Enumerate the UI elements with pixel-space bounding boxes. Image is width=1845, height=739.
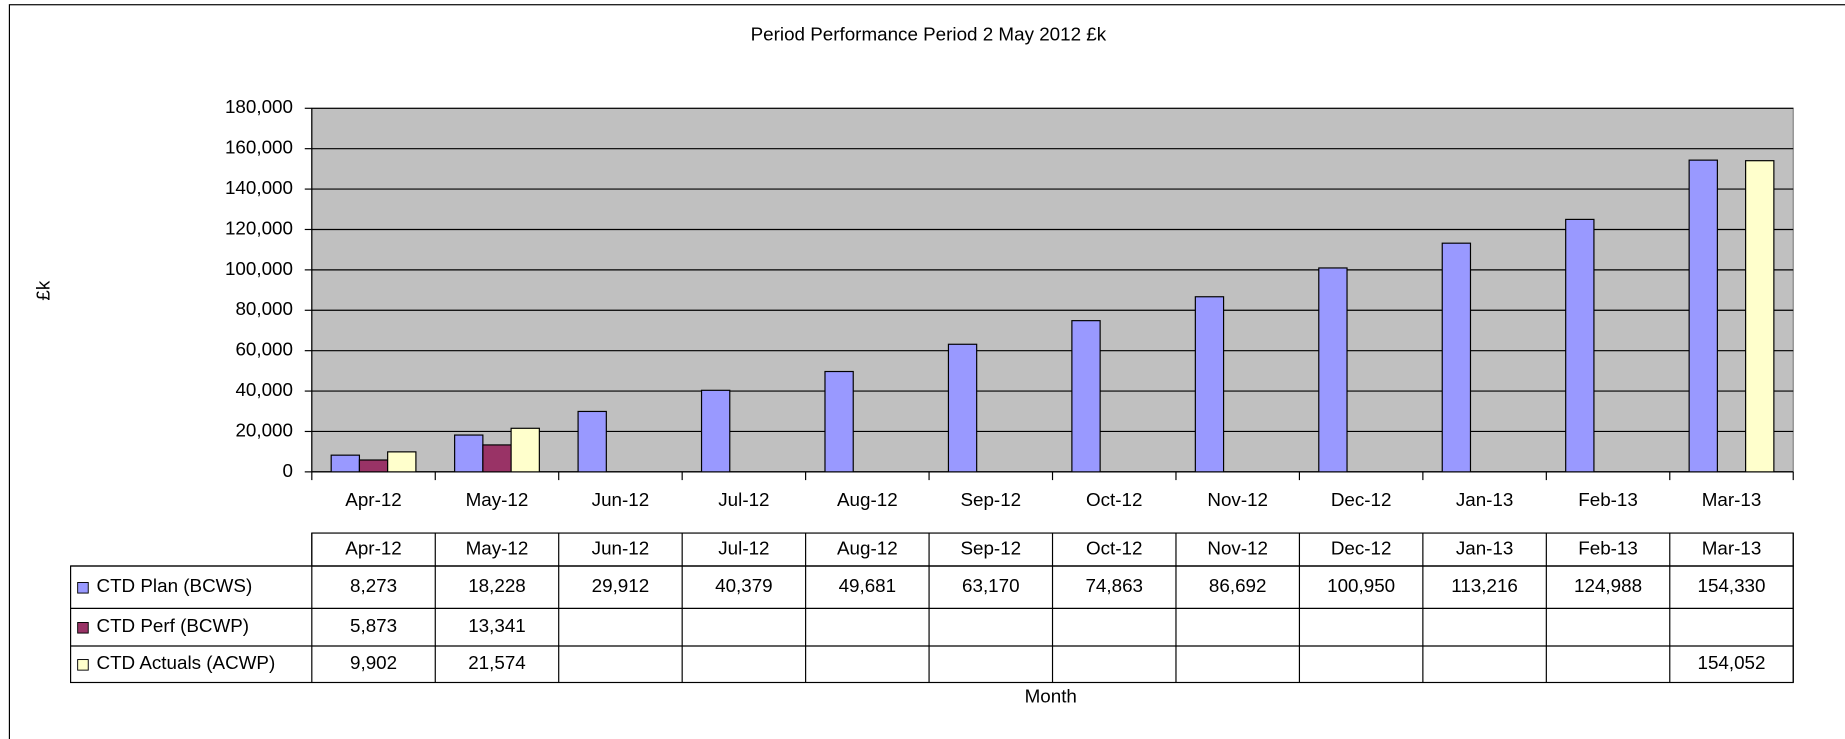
x-tick-label: Nov-12: [1207, 489, 1268, 510]
y-tick-label: 0: [283, 460, 293, 481]
y-tick-label: 120,000: [225, 217, 293, 238]
x-tick-label: Aug-12: [837, 489, 898, 510]
y-tick-label: 20,000: [235, 419, 293, 440]
table-cell: 40,379: [715, 575, 773, 596]
bar: [510, 427, 540, 473]
x-tick-label: Sep-12: [960, 489, 1021, 510]
table-header-cell: May-12: [466, 537, 529, 558]
bar: [824, 370, 854, 473]
table-header-cell: Nov-12: [1207, 537, 1268, 558]
table-cell: 154,052: [1697, 652, 1765, 673]
y-tick-label: 140,000: [225, 177, 293, 198]
y-axis-label: £k: [33, 280, 54, 300]
table-header-cell: Jan-13: [1456, 537, 1514, 558]
table-header-cell: Aug-12: [837, 537, 898, 558]
table-header-cell: Sep-12: [960, 537, 1021, 558]
plot-area: [311, 107, 1794, 473]
table-cell: 86,692: [1209, 575, 1267, 596]
bar: [387, 451, 417, 473]
bar: [577, 410, 607, 473]
y-tick-label: 40,000: [235, 379, 293, 400]
x-tick-label: Dec-12: [1331, 489, 1392, 510]
y-tick-label: 160,000: [225, 137, 293, 158]
bar: [947, 343, 978, 473]
table-cell: 8,273: [350, 575, 397, 596]
bar: [1745, 160, 1775, 473]
table-header-cell: Apr-12: [345, 537, 401, 558]
table-cell: 63,170: [962, 575, 1020, 596]
table-cell: 5,873: [350, 615, 397, 636]
table-header-cell: Dec-12: [1331, 537, 1392, 558]
table-header-cell: Oct-12: [1086, 537, 1142, 558]
chart-title: Period Performance Period 2 May 2012 £k: [751, 23, 1107, 44]
table-header-cell: Jul-12: [718, 537, 769, 558]
table-cell: 29,912: [592, 575, 650, 596]
table-cell: 13,341: [468, 615, 526, 636]
y-tick-label: 80,000: [235, 298, 293, 319]
table-cell: 18,228: [468, 575, 526, 596]
bar: [454, 434, 484, 473]
x-tick-label: Jul-12: [718, 489, 769, 510]
y-tick-label: 60,000: [235, 339, 293, 360]
legend-swatch: [77, 659, 89, 671]
table-cell: 74,863: [1085, 575, 1143, 596]
legend-label: CTD Actuals (ACWP): [96, 652, 275, 673]
y-tick-label: 180,000: [225, 96, 293, 117]
bar: [1318, 267, 1348, 473]
table-header-cell: Jun-12: [592, 537, 650, 558]
x-axis-label: Month: [1025, 686, 1077, 707]
bar: [1441, 242, 1472, 473]
table-header-cell: Mar-13: [1702, 537, 1762, 558]
legend-label: CTD Plan (BCWS): [96, 575, 252, 596]
y-tick-label: 100,000: [225, 258, 293, 279]
table-cell: 49,681: [839, 575, 897, 596]
x-tick-label: May-12: [466, 489, 529, 510]
legend-label: CTD Perf (BCWP): [96, 615, 249, 636]
bar: [1688, 159, 1718, 473]
table-cell: 21,574: [468, 652, 526, 673]
bar: [330, 454, 361, 473]
bar: [482, 444, 512, 473]
x-tick-label: Mar-13: [1702, 489, 1762, 510]
bar: [358, 459, 389, 473]
x-tick-label: Jun-12: [592, 489, 650, 510]
table-cell: 154,330: [1697, 575, 1765, 596]
bar: [700, 389, 731, 473]
table-cell: 124,988: [1574, 575, 1642, 596]
legend-swatch: [77, 582, 89, 594]
table-cell: 9,902: [350, 652, 397, 673]
table-cell: 113,216: [1451, 575, 1518, 596]
table-header-cell: Feb-13: [1578, 537, 1638, 558]
legend-swatch: [77, 622, 89, 634]
bar: [1071, 320, 1101, 473]
x-tick-label: Oct-12: [1086, 489, 1142, 510]
bar: [1194, 296, 1225, 473]
table-cell: 100,950: [1327, 575, 1395, 596]
x-tick-label: Feb-13: [1578, 489, 1638, 510]
x-tick-label: Jan-13: [1456, 489, 1514, 510]
bar: [1565, 218, 1595, 473]
x-tick-label: Apr-12: [345, 489, 401, 510]
